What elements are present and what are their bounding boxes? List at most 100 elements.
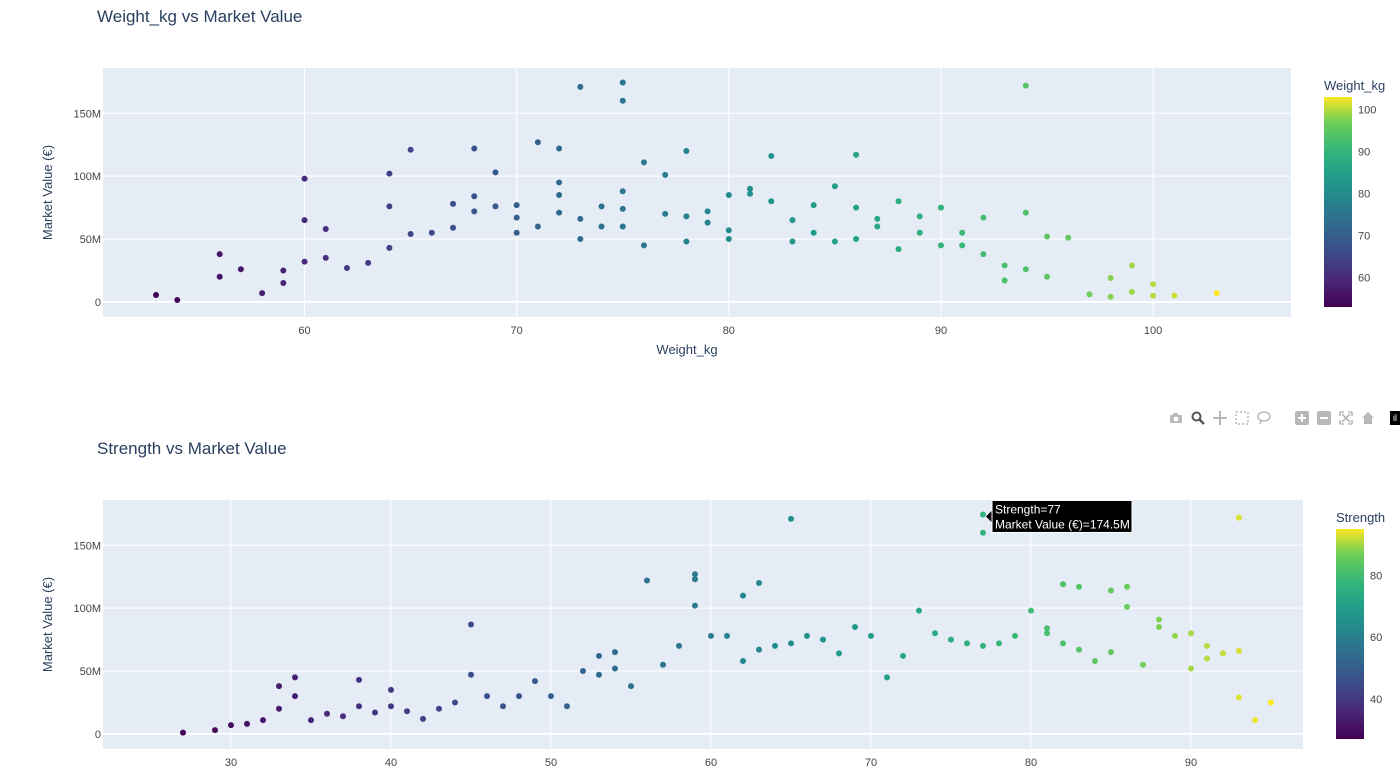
- scatter-point[interactable]: [704, 208, 711, 215]
- scatter-point[interactable]: [556, 179, 563, 186]
- scatter-point[interactable]: [1204, 655, 1210, 662]
- scatter-point[interactable]: [280, 267, 287, 274]
- scatter-point[interactable]: [756, 580, 762, 586]
- scatter-point[interactable]: [948, 636, 954, 643]
- scatter-point[interactable]: [468, 671, 474, 678]
- scatter-point[interactable]: [788, 515, 794, 522]
- zoom-out-icon[interactable]: [1316, 410, 1332, 426]
- scatter-point[interactable]: [1022, 82, 1029, 89]
- scatter-point[interactable]: [1044, 625, 1050, 632]
- scatter-point[interactable]: [619, 188, 626, 195]
- scatter-point[interactable]: [692, 602, 698, 609]
- scatter-point[interactable]: [280, 280, 287, 287]
- scatter-point[interactable]: [356, 703, 362, 710]
- scatter-point[interactable]: [725, 227, 732, 234]
- scatter-point[interactable]: [725, 192, 732, 199]
- scatter-point[interactable]: [276, 705, 282, 712]
- plotly-logo-icon[interactable]: il: [1390, 411, 1400, 425]
- scatter-point[interactable]: [598, 203, 605, 210]
- scatter-point[interactable]: [708, 632, 714, 639]
- scatter-point[interactable]: [1092, 657, 1098, 664]
- scatter-point[interactable]: [386, 203, 393, 210]
- scatter-point[interactable]: [500, 703, 506, 710]
- scatter-point[interactable]: [1171, 292, 1178, 299]
- scatter-point[interactable]: [831, 183, 838, 190]
- scatter-point[interactable]: [895, 246, 902, 253]
- scatter-point[interactable]: [1236, 514, 1242, 521]
- scatter-point[interactable]: [471, 208, 478, 215]
- scatter-point[interactable]: [216, 251, 223, 258]
- scatter-point[interactable]: [612, 649, 618, 656]
- scatter-point[interactable]: [301, 258, 308, 265]
- scatter-point[interactable]: [740, 657, 746, 664]
- scatter-point[interactable]: [322, 225, 329, 232]
- scatter-point[interactable]: [1044, 630, 1050, 637]
- scatter-point[interactable]: [228, 722, 234, 729]
- scatter-point[interactable]: [301, 175, 308, 182]
- scatter-point[interactable]: [853, 151, 860, 158]
- scatter-point[interactable]: [513, 214, 520, 221]
- scatter-point[interactable]: [1172, 632, 1178, 639]
- scatter-point[interactable]: [1086, 291, 1093, 298]
- scatter-point[interactable]: [1022, 209, 1029, 216]
- scatter-point[interactable]: [619, 223, 626, 230]
- scatter-point[interactable]: [884, 674, 890, 681]
- scatter-point[interactable]: [747, 190, 754, 197]
- scatter-point[interactable]: [532, 678, 538, 685]
- scatter-point[interactable]: [804, 632, 810, 639]
- scatter-point[interactable]: [916, 229, 923, 236]
- lasso-icon[interactable]: [1256, 410, 1272, 426]
- camera-icon[interactable]: [1168, 410, 1184, 426]
- scatter-point[interactable]: [1156, 616, 1162, 623]
- scatter-point[interactable]: [820, 636, 826, 643]
- scatter-point[interactable]: [980, 642, 986, 649]
- scatter-point[interactable]: [1124, 603, 1130, 610]
- scatter-point[interactable]: [980, 251, 987, 258]
- scatter-point[interactable]: [260, 717, 266, 724]
- scatter-point[interactable]: [1076, 646, 1082, 653]
- scatter-point[interactable]: [292, 693, 298, 700]
- scatter-point[interactable]: [1022, 266, 1029, 273]
- scatter-point[interactable]: [683, 238, 690, 245]
- scatter-point[interactable]: [768, 153, 775, 160]
- scatter-point[interactable]: [692, 576, 698, 583]
- scatter-point[interactable]: [513, 229, 520, 236]
- scatter-point[interactable]: [212, 727, 218, 734]
- scatter-point[interactable]: [1028, 607, 1034, 614]
- scatter-point[interactable]: [959, 242, 966, 249]
- scatter-point[interactable]: [1188, 665, 1194, 672]
- scatter-point[interactable]: [836, 650, 842, 657]
- scatter-point[interactable]: [789, 238, 796, 245]
- scatter-point[interactable]: [1001, 277, 1008, 284]
- scatter-point[interactable]: [596, 671, 602, 678]
- plot-area[interactable]: [103, 500, 1303, 749]
- scatter-point[interactable]: [619, 97, 626, 104]
- scatter-point[interactable]: [683, 148, 690, 154]
- scatter-point[interactable]: [1001, 262, 1008, 269]
- scatter-point[interactable]: [662, 171, 669, 178]
- scatter-point[interactable]: [556, 209, 563, 216]
- scatter-point[interactable]: [1107, 275, 1114, 282]
- scatter-point[interactable]: [916, 607, 922, 614]
- scatter-point[interactable]: [1236, 694, 1242, 701]
- scatter-point[interactable]: [1156, 624, 1162, 631]
- scatter-point[interactable]: [471, 145, 478, 152]
- scatter-point[interactable]: [725, 236, 732, 243]
- scatter-point[interactable]: [619, 79, 626, 86]
- scatter-point[interactable]: [853, 204, 860, 211]
- scatter-point[interactable]: [676, 642, 682, 649]
- scatter-point[interactable]: [428, 229, 435, 236]
- scatter-point[interactable]: [964, 640, 970, 647]
- scatter-point[interactable]: [564, 703, 570, 710]
- scatter-point[interactable]: [365, 259, 372, 266]
- scatter-point[interactable]: [756, 646, 762, 653]
- scatter-point[interactable]: [577, 215, 584, 222]
- scatter-point[interactable]: [259, 290, 266, 297]
- scatter-point[interactable]: [1012, 632, 1018, 639]
- scatter-point[interactable]: [868, 632, 874, 639]
- scatter-point[interactable]: [1128, 288, 1135, 295]
- scatter-point[interactable]: [772, 642, 778, 649]
- scatter-point[interactable]: [810, 229, 817, 236]
- box-select-icon[interactable]: [1234, 410, 1250, 426]
- scatter-point[interactable]: [916, 213, 923, 220]
